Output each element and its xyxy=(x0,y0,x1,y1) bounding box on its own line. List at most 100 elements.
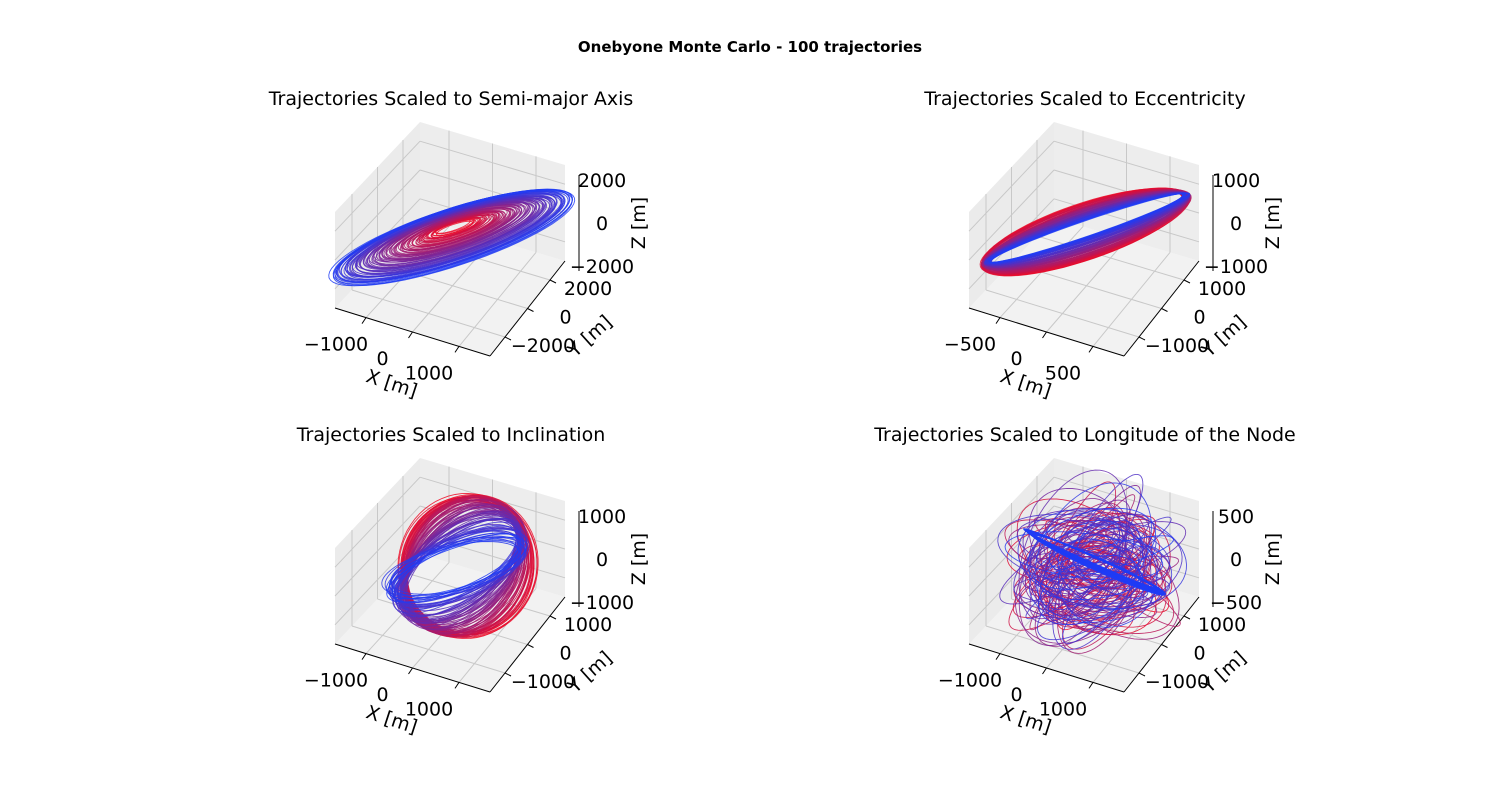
y-tick xyxy=(549,279,557,284)
x-tick-label: 0 xyxy=(376,348,388,370)
x-tick-label: 1000 xyxy=(1039,698,1087,720)
grid-line xyxy=(419,169,566,214)
x-tick-label: 1000 xyxy=(405,698,453,720)
trajectory-line xyxy=(1034,482,1152,619)
x-tick xyxy=(408,331,413,339)
grid-line xyxy=(968,476,1055,568)
trajectory-line xyxy=(334,190,573,286)
y-tick-label: −1000 xyxy=(1145,671,1209,693)
y-tick xyxy=(527,644,534,648)
y-tick-label: 1000 xyxy=(564,614,612,636)
y-tick-label: 2000 xyxy=(564,278,612,300)
z-tick-label: −2000 xyxy=(570,256,634,278)
subplot-semi-major-axis: Trajectories Scaled to Semi-major Axis −… xyxy=(268,88,650,402)
grid-line xyxy=(419,140,566,185)
trajectory-line xyxy=(1038,554,1141,626)
y-tick-label: 1000 xyxy=(1198,278,1246,300)
subplot-title: Trajectories Scaled to Longitude of the … xyxy=(873,424,1296,446)
x-tick xyxy=(454,346,460,353)
y-tick-label: −1000 xyxy=(1145,335,1209,357)
x-tick-label: −1000 xyxy=(304,670,368,692)
x-tick-label: 0 xyxy=(376,684,388,706)
trajectory-line xyxy=(1029,512,1121,595)
trajectory-line xyxy=(1047,473,1144,621)
grid-line xyxy=(1053,476,1200,521)
y-tick xyxy=(1183,615,1191,620)
trajectory-line xyxy=(1029,538,1173,623)
trajectory-line xyxy=(1061,518,1152,610)
z-tick-label: −1000 xyxy=(570,592,634,614)
trajectory-line xyxy=(389,527,528,608)
x-tick-label: 0 xyxy=(1010,684,1022,706)
trajectory-line xyxy=(1022,521,1187,592)
y-tick xyxy=(1161,644,1168,648)
trajectory-line xyxy=(388,526,528,609)
trajectory-line xyxy=(1062,535,1157,644)
x-tick xyxy=(361,317,367,324)
grid-line xyxy=(968,505,1055,597)
x-tick xyxy=(361,653,367,660)
trajectory-line xyxy=(989,192,1189,264)
trajectory-line xyxy=(401,514,523,621)
y-tick xyxy=(504,336,512,341)
z-tick-label: 0 xyxy=(596,549,608,571)
y-tick-label: 0 xyxy=(1193,643,1205,665)
trajectory-line xyxy=(1043,535,1174,580)
x-tick-label: 0 xyxy=(1010,348,1022,370)
trajectory-line xyxy=(394,524,518,611)
trajectory-line xyxy=(328,188,573,287)
z-tick-label: 500 xyxy=(1218,506,1254,528)
z-tick-label: 1000 xyxy=(578,506,626,528)
z-axis-label: Z [m] xyxy=(628,533,650,585)
x-tick xyxy=(408,667,413,675)
trajectory-line xyxy=(1014,532,1137,644)
trajectory-line xyxy=(997,513,1170,590)
grid-line xyxy=(1092,252,1171,347)
trajectory-line xyxy=(436,220,474,237)
y-tick-label: −2000 xyxy=(511,335,575,357)
subplot-inclination: Trajectories Scaled to Inclination −1000… xyxy=(296,424,650,738)
y-tick xyxy=(527,308,534,312)
x-tick xyxy=(1042,667,1047,675)
subplot-title: Trajectories Scaled to Semi-major Axis xyxy=(268,88,634,110)
y-tick-label: 0 xyxy=(1193,307,1205,329)
z-tick-label: 0 xyxy=(1230,549,1242,571)
y-tick-label: 0 xyxy=(559,307,571,329)
trajectory-line xyxy=(1040,562,1143,601)
grid-line xyxy=(458,252,537,347)
z-tick-label: 2000 xyxy=(578,170,626,192)
figure-title: Onebyone Monte Carlo - 100 trajectories xyxy=(578,38,922,56)
y-tick-label: −1000 xyxy=(511,671,575,693)
x-tick-label: 1000 xyxy=(405,362,453,384)
z-tick-label: 0 xyxy=(596,213,608,235)
grid-line xyxy=(334,140,421,232)
y-tick xyxy=(1161,308,1168,312)
trajectory-line xyxy=(1073,520,1135,581)
x-tick xyxy=(995,653,1001,660)
x-tick xyxy=(1042,331,1047,339)
subplot-title: Trajectories Scaled to Inclination xyxy=(296,424,606,446)
trajectory-line xyxy=(988,193,1185,263)
z-tick-label: 1000 xyxy=(1212,170,1260,192)
subplot-longitude-of-node: Trajectories Scaled to Longitude of the … xyxy=(873,424,1296,738)
trajectory-line xyxy=(386,533,522,603)
trajectory-line xyxy=(1076,516,1144,589)
y-tick xyxy=(504,672,512,677)
trajectory-line xyxy=(1057,527,1158,628)
x-tick xyxy=(1088,682,1094,689)
trajectory-line xyxy=(1029,554,1175,634)
trajectory-line xyxy=(1017,508,1187,610)
y-tick xyxy=(1183,279,1191,284)
grid-line xyxy=(334,169,421,261)
grid-line xyxy=(1053,140,1200,185)
y-tick xyxy=(1138,336,1146,341)
x-tick-label: −500 xyxy=(944,334,996,356)
z-tick-label: −500 xyxy=(1210,592,1262,614)
x-tick xyxy=(454,682,460,689)
trajectory-line xyxy=(1033,534,1167,596)
y-tick xyxy=(549,615,557,620)
x-tick-label: 500 xyxy=(1045,362,1081,384)
subplot-title: Trajectories Scaled to Eccentricity xyxy=(923,88,1245,110)
trajectory-line xyxy=(1025,516,1172,620)
x-tick-label: −1000 xyxy=(938,670,1002,692)
